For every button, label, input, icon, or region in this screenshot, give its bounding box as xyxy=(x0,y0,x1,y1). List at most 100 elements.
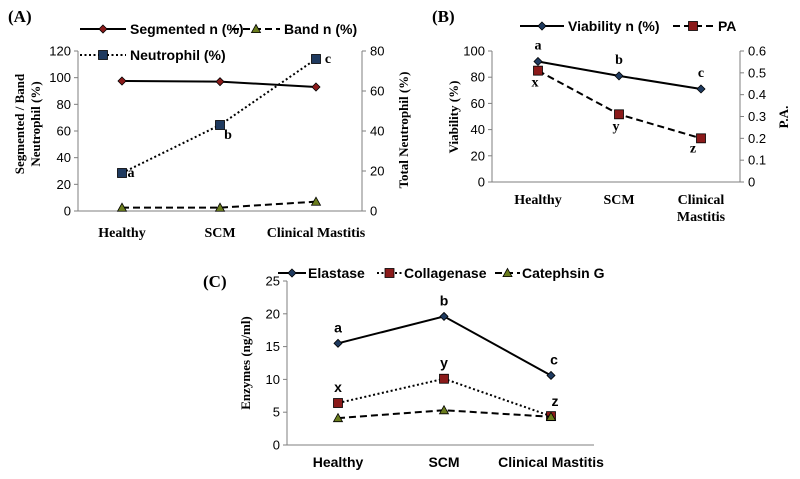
significance-letter: c xyxy=(325,52,331,67)
legend-swatch-marker xyxy=(384,268,395,278)
data-point xyxy=(533,56,543,67)
y-tick-label: 0 xyxy=(64,204,71,219)
data-point xyxy=(215,77,225,87)
y-tick-label: 20 xyxy=(471,148,485,163)
legend-swatch-marker xyxy=(502,267,513,278)
y-tick-label: 120 xyxy=(49,44,71,59)
y2-axis-title: Total Neutrophil (%) xyxy=(396,71,411,188)
series-line-2 xyxy=(537,69,702,140)
series-line-3 xyxy=(121,58,317,174)
y-axis-title-line: Segmented / Band xyxy=(12,73,27,174)
y2-tick-label: 0.2 xyxy=(748,131,766,146)
y-axis-title: Enzymes (ng/ml) xyxy=(238,316,253,410)
data-point xyxy=(311,54,321,64)
x-tick-label: Clinical Mastitis xyxy=(498,454,604,470)
y-tick-label: 5 xyxy=(273,405,280,420)
significance-letter: a xyxy=(128,166,135,181)
legend-entry: Elastase xyxy=(278,265,365,281)
x-tick-label: Clinical xyxy=(678,193,725,208)
legend-entry: Neutrophil (%) xyxy=(80,47,226,63)
data-point xyxy=(696,84,706,94)
legend-label: Catephsin G xyxy=(522,265,605,281)
y-tick-label: 0 xyxy=(478,175,485,190)
y-tick-label: 20 xyxy=(57,177,71,192)
significance-letter: z xyxy=(690,141,696,156)
significance-letter: b xyxy=(440,292,449,308)
legend-label: Band n (%) xyxy=(284,21,357,37)
x-tick-label: Mastitis xyxy=(677,210,726,225)
significance-letter: y xyxy=(613,119,620,134)
x-tick-label: Healthy xyxy=(98,226,145,241)
significance-letter: y xyxy=(440,355,448,371)
y-tick-label: 80 xyxy=(57,97,71,112)
significance-letter: a xyxy=(535,38,542,53)
legend-label: Viability n (%) xyxy=(568,18,660,34)
y-tick-label: 15 xyxy=(266,339,280,354)
legend-label: PA xyxy=(718,18,736,34)
legend-swatch-marker xyxy=(250,23,262,33)
data-point xyxy=(215,120,225,130)
chart-panel-c: (C) 0 5 10 15 20 25 Enzymes (ng/ml) Healthy SCM Cl… xyxy=(203,265,605,470)
data-point xyxy=(614,71,624,81)
y2-tick-label: 80 xyxy=(370,44,384,59)
data-point xyxy=(117,168,127,178)
y2-tick-label: 40 xyxy=(370,124,384,139)
y-tick-label: 100 xyxy=(49,70,71,85)
data-point xyxy=(333,338,343,348)
data-point xyxy=(439,373,449,384)
legend-label: Neutrophil (%) xyxy=(130,47,226,63)
legend-label: Segmented n (%) xyxy=(130,21,244,37)
y-tick-label: 60 xyxy=(471,96,485,111)
data-point xyxy=(614,109,624,120)
data-point xyxy=(310,196,322,206)
data-point xyxy=(439,311,449,321)
y2-tick-label: 0.4 xyxy=(748,87,766,102)
y2-tick-label: 0 xyxy=(370,204,377,219)
data-point xyxy=(311,82,321,92)
data-point xyxy=(116,202,128,212)
y-tick-label: 40 xyxy=(471,122,485,137)
y-tick-label: 80 xyxy=(471,70,485,85)
significance-letter: c xyxy=(698,66,704,81)
panel-label: (C) xyxy=(203,272,227,291)
y2-tick-label: 0.1 xyxy=(748,153,766,168)
y2-tick-label: 0 xyxy=(748,175,755,190)
significance-letter: z xyxy=(552,393,559,409)
data-point xyxy=(332,412,344,423)
y2-tick-label: 20 xyxy=(370,164,384,179)
legend-entry: Viability n (%) xyxy=(520,18,660,34)
legend-entry: Band n (%) xyxy=(232,21,357,37)
data-point xyxy=(533,65,543,76)
legend-entry: PA xyxy=(673,18,736,34)
x-tick-label: SCM xyxy=(603,193,634,208)
y-axis-title-line: Neutrophil (%) xyxy=(28,81,43,166)
data-point xyxy=(545,411,557,421)
y-tick-label: 60 xyxy=(57,124,71,139)
chart-panel-b: (B) 0 20 40 60 80 100 0 0.1 0.2 0.3 0.4 0.5 0.6 Viabil… xyxy=(432,7,791,225)
legend-swatch-marker xyxy=(98,50,108,60)
data-point xyxy=(117,76,127,86)
y-tick-label: 20 xyxy=(266,306,280,321)
x-tick-label: Clinical Mastitis xyxy=(267,226,366,241)
y2-tick-label: 0.3 xyxy=(748,109,766,124)
legend-entry: Segmented n (%) xyxy=(80,21,244,37)
legend-swatch-marker xyxy=(537,21,547,31)
significance-letter: x xyxy=(532,76,539,91)
y-tick-label: 10 xyxy=(266,372,280,387)
panel-label: (B) xyxy=(432,7,455,26)
y-tick-label: 100 xyxy=(463,44,485,59)
chart-panel-a: (A) 0 20 40 60 80 100 120 0 20 40 60 80 Segmented / B… xyxy=(8,7,411,241)
significance-letter: x xyxy=(334,379,342,395)
legend-label: Elastase xyxy=(308,265,365,281)
y-tick-label: 40 xyxy=(57,150,71,165)
y2-tick-label: 60 xyxy=(370,84,384,99)
series-line-3 xyxy=(337,409,552,420)
x-tick-label: Healthy xyxy=(313,454,364,470)
significance-letter: b xyxy=(615,53,623,68)
y2-axis-title: P.A. xyxy=(776,106,791,129)
data-point xyxy=(214,202,226,212)
y-axis-title: Segmented / BandNeutrophil (%) xyxy=(12,73,43,174)
data-point xyxy=(696,133,706,144)
legend-swatch-marker xyxy=(688,21,698,31)
